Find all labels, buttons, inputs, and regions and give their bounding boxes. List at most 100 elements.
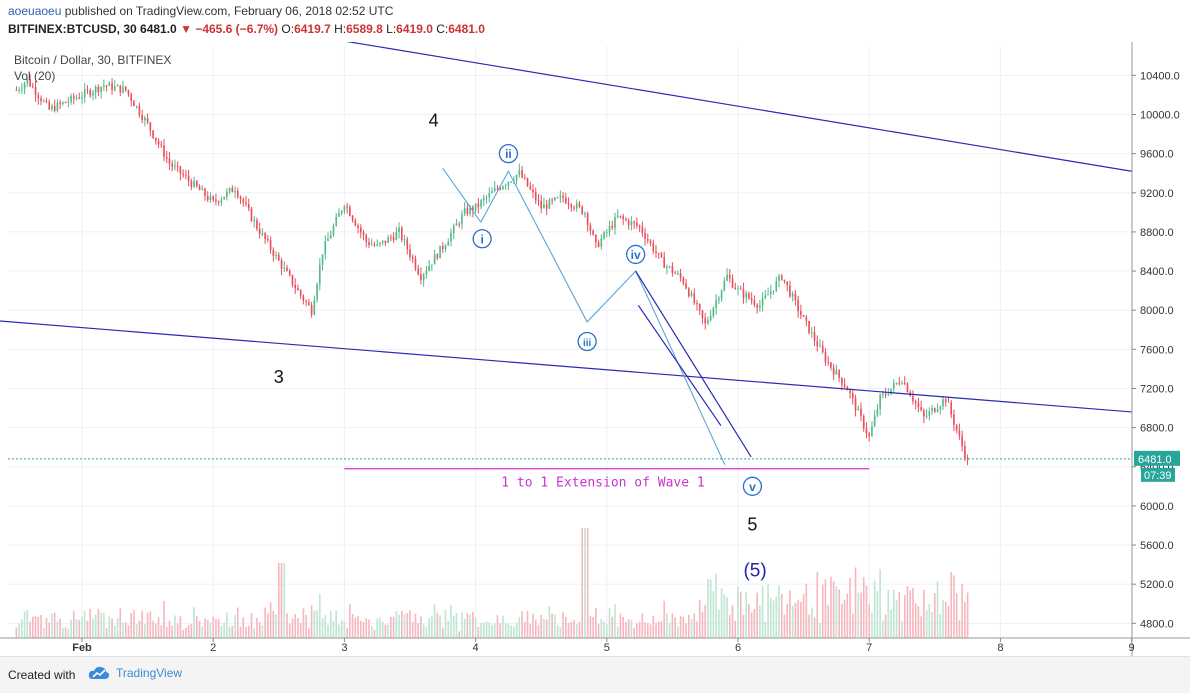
- volume-bar: [327, 625, 329, 638]
- candle-body: [215, 199, 217, 202]
- volume-bar: [575, 624, 578, 638]
- volume-bar: [400, 610, 403, 638]
- wave-label-v: v: [749, 480, 756, 494]
- candle-body: [119, 85, 122, 93]
- volume-bar: [89, 609, 92, 638]
- candle-body: [794, 293, 797, 300]
- volume-bar: [953, 575, 955, 638]
- candle-body: [876, 409, 879, 416]
- volume-bar: [644, 622, 646, 638]
- volume-bar: [111, 618, 113, 638]
- volume-bar: [895, 599, 898, 638]
- volume-bar: [548, 606, 551, 638]
- time-tick-label: 5: [604, 642, 610, 654]
- volume-bar: [428, 618, 430, 638]
- candle-body: [551, 199, 553, 201]
- price-chart[interactable]: 1 to 1 Extension of Wave 134iiiiiiivv5(5…: [0, 42, 1190, 656]
- candle-body: [154, 137, 157, 141]
- volume-bar: [696, 621, 698, 638]
- candle-body: [523, 177, 526, 179]
- volume-bar: [709, 579, 712, 638]
- volume-bar: [433, 604, 436, 638]
- volume-bar: [759, 605, 761, 638]
- volume-bar: [256, 617, 258, 638]
- time-axis[interactable]: Feb 2 3 4 5 6 7 8 9: [0, 637, 1190, 654]
- candle-body: [294, 284, 297, 289]
- candle-body: [45, 100, 48, 102]
- candle-body: [860, 408, 862, 416]
- candle-body: [611, 225, 614, 229]
- candle-body: [387, 237, 389, 243]
- candle-body: [767, 294, 769, 296]
- volume-bar: [86, 620, 89, 638]
- volume-bar: [813, 617, 816, 638]
- candle-body: [138, 106, 141, 115]
- close-label: C:: [436, 22, 449, 36]
- volume-bar: [34, 615, 37, 638]
- volume-bar: [942, 600, 944, 638]
- candle-body: [646, 239, 649, 241]
- candle-body: [425, 270, 428, 275]
- candle-body: [302, 295, 305, 301]
- volume-bar: [687, 614, 690, 638]
- volume-bar: [794, 603, 797, 638]
- candle-body: [898, 382, 901, 384]
- trendline[interactable]: [0, 317, 1132, 413]
- volume-bar: [15, 627, 18, 638]
- time-tick-label: 4: [473, 642, 479, 654]
- candle-body: [428, 265, 430, 271]
- volume-bar: [283, 563, 286, 638]
- volume-bar: [185, 627, 187, 638]
- price-tick-label: 7200.0: [1140, 383, 1174, 395]
- candle-body: [668, 266, 671, 268]
- candle-body: [280, 260, 283, 269]
- author-link[interactable]: aoeuaoeu: [8, 4, 62, 18]
- candle-body: [652, 243, 655, 252]
- volume-bar: [275, 614, 277, 638]
- volume-bar: [119, 608, 122, 638]
- volume-bar: [791, 605, 794, 638]
- candle-body: [461, 214, 463, 225]
- volume-bar: [917, 606, 920, 638]
- candle-body: [933, 408, 936, 412]
- volume-bar: [220, 625, 223, 638]
- volume-bar: [816, 572, 819, 638]
- price-axis[interactable]: 10400.0 10000.0 9600.0 9200.0 8800.0 8400.0 80…: [1131, 42, 1180, 656]
- volume-bar: [849, 578, 851, 638]
- candle-body: [696, 303, 698, 305]
- wave-label-i: i: [480, 232, 483, 246]
- volume-bar: [767, 584, 769, 638]
- candle-body: [521, 170, 523, 178]
- candle-body: [373, 244, 376, 246]
- volume-bar: [868, 604, 871, 638]
- wave-label-p5p: (5): [743, 561, 766, 582]
- volume-bar: [682, 616, 685, 638]
- volume-bar: [693, 613, 696, 638]
- candle-body: [685, 283, 687, 289]
- candle-body: [149, 122, 152, 131]
- tradingview-link[interactable]: TradingView: [88, 666, 182, 680]
- candle-body: [748, 293, 750, 299]
- candle-body: [185, 175, 187, 177]
- candle-body: [420, 274, 422, 281]
- candle-body: [228, 188, 231, 192]
- candle-body: [316, 284, 318, 300]
- candle-body: [204, 188, 206, 197]
- candle-body: [100, 86, 102, 92]
- trendline[interactable]: [344, 42, 1132, 172]
- volume-bar: [146, 612, 149, 638]
- candle-body: [163, 145, 165, 157]
- volume-bar: [564, 616, 567, 638]
- candle-body: [97, 86, 100, 92]
- candle-body: [75, 97, 78, 99]
- volume-bar: [802, 594, 805, 638]
- volume-bar: [605, 624, 608, 638]
- volume-bar: [783, 614, 786, 638]
- volume-bar: [879, 569, 881, 638]
- candle-body: [764, 295, 767, 298]
- wave-label-3: 3: [274, 367, 284, 387]
- candle-body: [821, 345, 824, 353]
- volume-bar: [488, 622, 491, 638]
- volume-bar: [871, 613, 873, 638]
- candle-body: [619, 215, 622, 217]
